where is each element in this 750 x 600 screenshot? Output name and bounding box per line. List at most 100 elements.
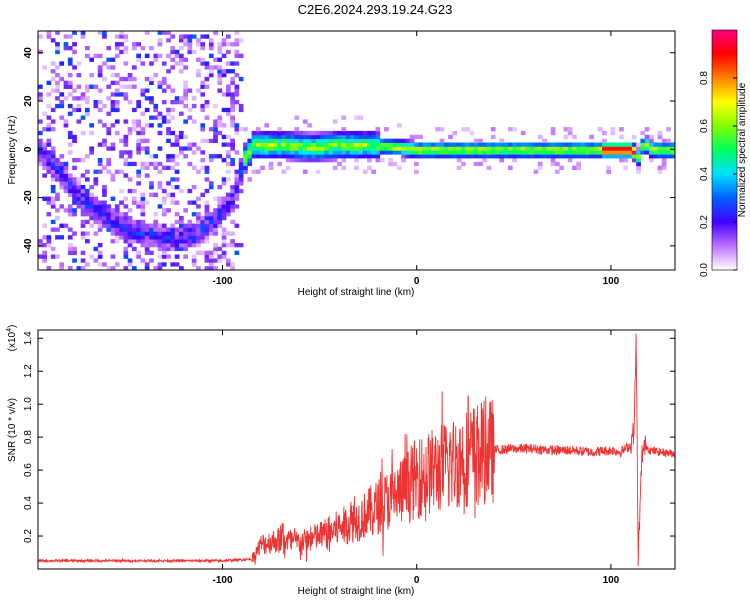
spectrogram-cell [213, 223, 218, 228]
spectrogram-cell [106, 158, 112, 163]
spectrogram-cell [273, 138, 278, 143]
spectrogram-cell [546, 154, 552, 159]
spectrogram-cell [623, 154, 628, 159]
spectrogram-cell [264, 154, 270, 159]
spectrogram-cell [349, 154, 355, 159]
spectrogram-cell [59, 204, 65, 209]
spectrogram-cell [63, 223, 69, 228]
spectrogram-cell [217, 212, 223, 217]
spectrogram-cell [512, 154, 517, 159]
spectrogram-cell [106, 219, 112, 225]
spectrogram-cell [174, 61, 180, 66]
spectrogram-cell [490, 127, 496, 132]
spectrogram-cell [439, 142, 445, 147]
spectrogram-cell [414, 146, 419, 151]
spectrogram-cell [63, 34, 69, 39]
spectrogram-cell [123, 46, 129, 51]
spectrogram-cell [114, 100, 120, 105]
spectrogram-cell [157, 262, 163, 267]
spectrogram-cell [200, 138, 206, 143]
spectrogram-cell [230, 69, 235, 74]
spectrogram-cell [311, 138, 317, 143]
spectrogram-cell [593, 154, 599, 159]
spectrogram-cell [200, 42, 206, 47]
spectrogram-cell [337, 130, 342, 136]
spectrogram-cell [217, 65, 223, 70]
spectrogram-cell [50, 158, 56, 163]
spectrogram-cell [567, 130, 573, 136]
spectrogram-cell [332, 119, 338, 124]
spectrogram-cell [191, 239, 197, 244]
spectrogram-cell [72, 250, 77, 255]
spectrogram-cell [72, 96, 77, 101]
spectrogram-cell [97, 88, 103, 93]
spectrogram-cell [42, 165, 47, 170]
spectrogram-cell [110, 177, 116, 182]
spectrogram-cell [42, 161, 47, 167]
spectrogram-cell [174, 219, 180, 225]
spectrogram-cell [563, 150, 569, 155]
spectrogram-cell [213, 246, 218, 252]
spectrogram-cell [234, 177, 240, 182]
spectrogram-cell [610, 146, 616, 151]
spectrogram-cell [80, 235, 86, 240]
spectrogram-cell [63, 185, 69, 190]
spectrogram-cell [285, 130, 291, 136]
spectrogram-cell [371, 146, 376, 151]
spectrogram-cell [358, 146, 364, 151]
spectrogram-cell [452, 154, 458, 159]
spectrogram-cell [277, 134, 282, 140]
spectrogram-cell [200, 103, 206, 109]
spectrogram-cell [255, 134, 261, 140]
spectrogram-cell [401, 154, 406, 159]
spectrogram-cell [170, 200, 176, 205]
spectrogram-cell [76, 103, 82, 109]
spectrogram-cell [42, 142, 47, 147]
spectrogram-cell [110, 231, 116, 236]
spectrogram-cell [213, 103, 218, 109]
spectrogram-cell [213, 196, 218, 201]
spectrogram-cell [67, 177, 73, 182]
spectrogram-cell [140, 204, 146, 209]
spectrogram-cell [127, 227, 133, 232]
spectrogram-cell [602, 154, 607, 159]
spectrogram-cell [221, 254, 227, 259]
spectrogram-cell [409, 142, 415, 147]
spectrogram-cell [307, 158, 312, 163]
spectrogram-cell [217, 154, 223, 159]
spectrogram-cell [371, 169, 376, 174]
spectrogram-cell [661, 154, 667, 159]
spectrogram-cell [46, 154, 52, 159]
spectrogram-cell [657, 146, 663, 151]
spectrogram-cell [157, 266, 163, 270]
spectrogram-cell [196, 57, 201, 62]
spectrogram-cell [123, 223, 129, 228]
spectrogram-cell [85, 100, 90, 105]
spectrogram-cell [38, 146, 43, 151]
spectrogram-cell [302, 119, 308, 124]
spectrogram-cell [85, 154, 90, 159]
spectrogram-cell [174, 49, 180, 55]
spectrogram-cell [371, 134, 376, 140]
spectrogram-cell [277, 142, 282, 147]
spectrogram-cell [170, 115, 176, 120]
spectrogram-cell [226, 92, 231, 97]
spectrogram-cell [443, 154, 449, 159]
spectrogram-cell [311, 154, 317, 159]
spectrogram-cell [46, 115, 52, 120]
spectrogram-cell [324, 158, 329, 163]
spectrogram-cell [123, 250, 129, 255]
spectrogram-cell [50, 161, 56, 167]
spectrogram-cell [132, 161, 137, 167]
spectrogram-cell [97, 161, 103, 167]
spectrogram-cell [106, 161, 112, 167]
spectrogram-cell [55, 31, 60, 35]
spectrogram-cell [50, 165, 56, 170]
spectrogram-cell [465, 142, 470, 147]
spectrogram-cell [166, 246, 171, 252]
spectrogram-cell [396, 146, 402, 151]
spectrogram-cell [354, 134, 359, 140]
spectrogram-cell [597, 154, 603, 159]
spectrogram-cell [144, 31, 150, 35]
snr-y-scale-exp: 4 [6, 328, 13, 332]
